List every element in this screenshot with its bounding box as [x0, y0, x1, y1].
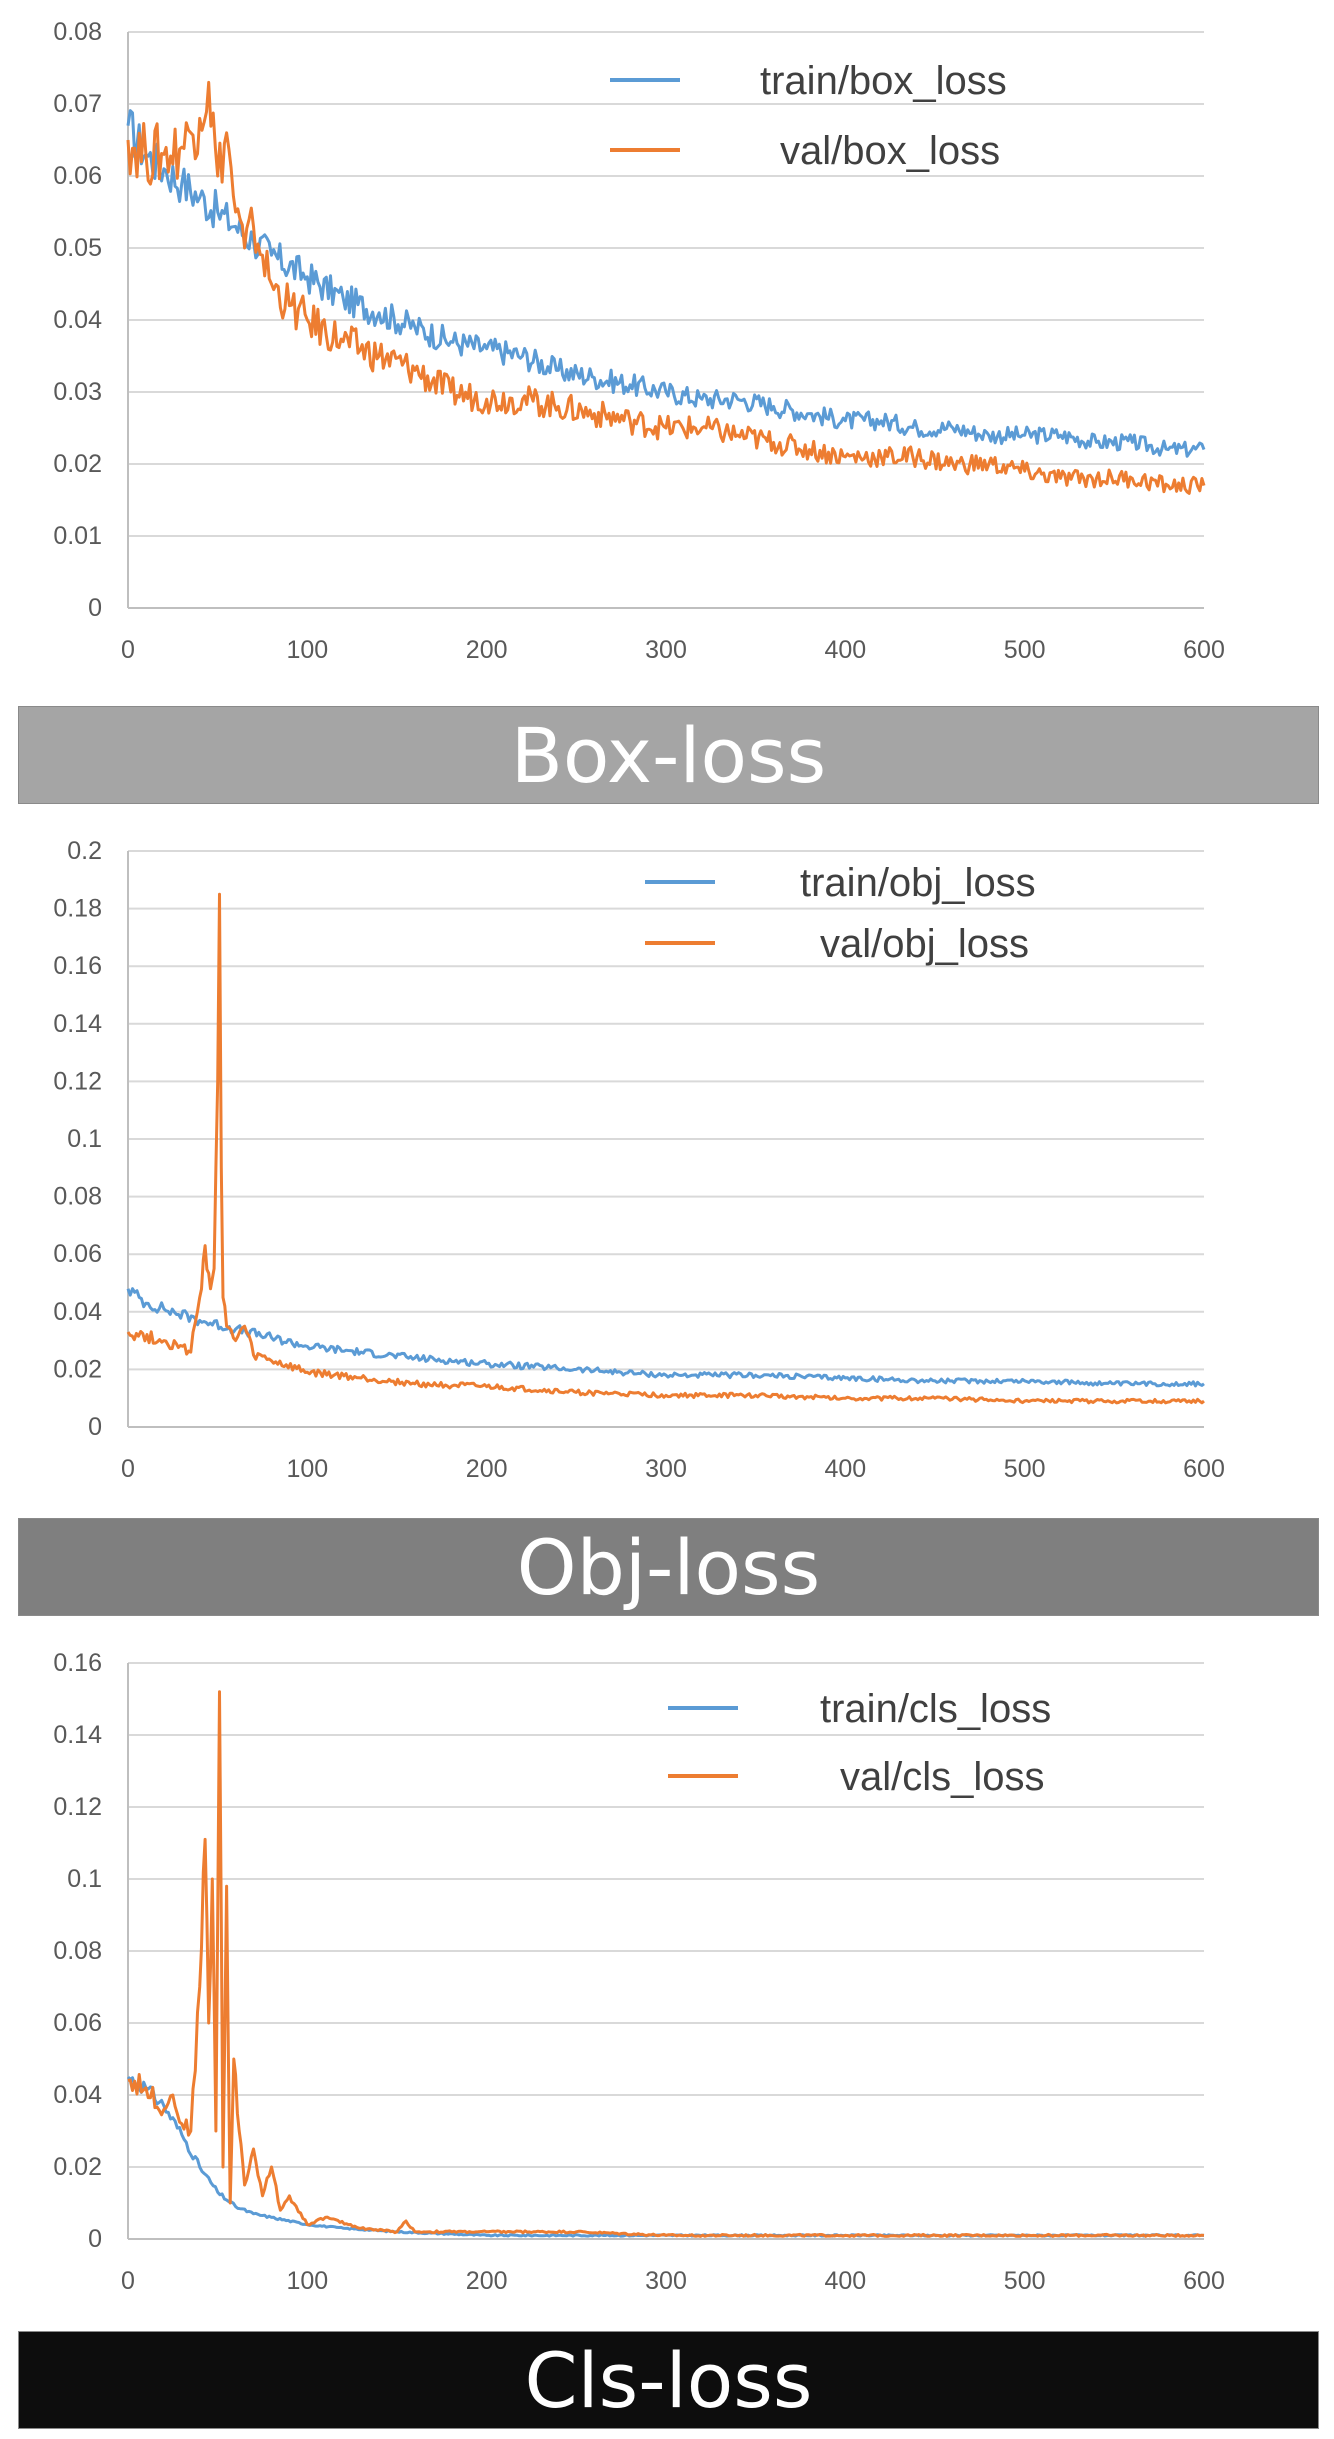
- x-tick-label: 200: [466, 636, 508, 664]
- x-tick-label: 0: [121, 2267, 135, 2295]
- y-tick-label: 0: [88, 2225, 102, 2253]
- y-tick-label: 0: [88, 1413, 102, 1441]
- y-tick-label: 0.06: [53, 1240, 102, 1268]
- y-tick-label: 0.08: [53, 18, 102, 46]
- x-tick-label: 200: [466, 1455, 508, 1483]
- y-tick-label: 0.02: [53, 2153, 102, 2181]
- legend-label: train/cls_loss: [820, 1687, 1051, 1731]
- y-tick-label: 0.14: [53, 1721, 102, 1749]
- y-tick-label: 0: [88, 594, 102, 622]
- y-tick-label: 0.18: [53, 895, 102, 923]
- x-tick-label: 400: [824, 1455, 866, 1483]
- y-tick-label: 0.2: [67, 837, 102, 865]
- x-tick-label: 0: [121, 636, 135, 664]
- cls-loss-chart: 0 0.02 0.04 0.06 0.08 0.1 0.12 0.14 0.16 0 100 200 3…: [53, 1649, 1225, 2295]
- series-line-val-obj-loss: [126, 892, 1205, 1405]
- y-tick-label: 0.01: [53, 522, 102, 550]
- x-tick-label: 100: [286, 2267, 328, 2295]
- y-tick-label: 0.04: [53, 1298, 102, 1326]
- x-tick-label: 300: [645, 1455, 687, 1483]
- x-tick-label: 500: [1004, 1455, 1046, 1483]
- x-tick-label: 400: [824, 2267, 866, 2295]
- y-tick-label: 0.08: [53, 1937, 102, 1965]
- x-tick-label: 300: [645, 2267, 687, 2295]
- x-tick-label: 600: [1183, 636, 1225, 664]
- box-loss-chart: 0 0.01 0.02 0.03 0.04 0.05 0.06 0.07 0.08 0 100 200…: [53, 18, 1225, 664]
- y-tick-label: 0.04: [53, 306, 102, 334]
- y-tick-label: 0.16: [53, 952, 102, 980]
- cls-loss-chart-panel: 0 0.02 0.04 0.06 0.08 0.1 0.12 0.14 0.16 0 100 200 3…: [0, 1628, 1334, 2328]
- x-tick-label: 0: [121, 1455, 135, 1483]
- cls-loss-banner: Cls-loss: [18, 2331, 1319, 2429]
- x-tick-label: 200: [466, 2267, 508, 2295]
- legend-label: val/obj_loss: [820, 922, 1029, 966]
- y-tick-label: 0.08: [53, 1183, 102, 1211]
- x-tick-label: 600: [1183, 2267, 1225, 2295]
- y-tick-label: 0.06: [53, 162, 102, 190]
- y-tick-label: 0.06: [53, 2009, 102, 2037]
- y-tick-label: 0.16: [53, 1649, 102, 1677]
- series-line-val-box-loss: [126, 80, 1206, 495]
- y-tick-label: 0.04: [53, 2081, 102, 2109]
- obj-loss-chart-panel: 0 0.02 0.04 0.06 0.08 0.1 0.12 0.14 0.16 0.18 0.2 0…: [0, 815, 1334, 1515]
- y-tick-label: 0.03: [53, 378, 102, 406]
- x-tick-label: 500: [1004, 636, 1046, 664]
- y-tick-label: 0.1: [67, 1125, 102, 1153]
- series-line-train-box-loss: [126, 109, 1206, 458]
- legend-label: val/box_loss: [780, 129, 1000, 173]
- obj-loss-chart: 0 0.02 0.04 0.06 0.08 0.1 0.12 0.14 0.16 0.18 0.2 0…: [53, 837, 1225, 1483]
- legend-label: train/obj_loss: [800, 861, 1036, 905]
- x-tick-label: 300: [645, 636, 687, 664]
- series-line-train-obj-loss: [126, 1287, 1205, 1388]
- y-tick-label: 0.1: [67, 1865, 102, 1893]
- y-tick-label: 0.02: [53, 450, 102, 478]
- box-loss-banner: Box-loss: [18, 706, 1319, 804]
- y-tick-label: 0.02: [53, 1355, 102, 1383]
- x-tick-label: 100: [286, 1455, 328, 1483]
- y-tick-label: 0.07: [53, 90, 102, 118]
- x-tick-label: 600: [1183, 1455, 1225, 1483]
- series-line-val-cls-loss: [127, 1690, 1205, 2238]
- y-tick-label: 0.12: [53, 1067, 102, 1095]
- x-tick-label: 500: [1004, 2267, 1046, 2295]
- y-tick-label: 0.12: [53, 1793, 102, 1821]
- series-line-train-cls-loss: [126, 2075, 1204, 2238]
- legend-label: train/box_loss: [760, 59, 1007, 103]
- x-tick-label: 100: [286, 636, 328, 664]
- box-loss-chart-panel: 0 0.01 0.02 0.03 0.04 0.05 0.06 0.07 0.08 0 100 200…: [0, 0, 1334, 700]
- legend-label: val/cls_loss: [840, 1755, 1045, 1799]
- y-tick-label: 0.05: [53, 234, 102, 262]
- obj-loss-banner: Obj-loss: [18, 1518, 1319, 1616]
- y-tick-label: 0.14: [53, 1010, 102, 1038]
- x-tick-label: 400: [824, 636, 866, 664]
